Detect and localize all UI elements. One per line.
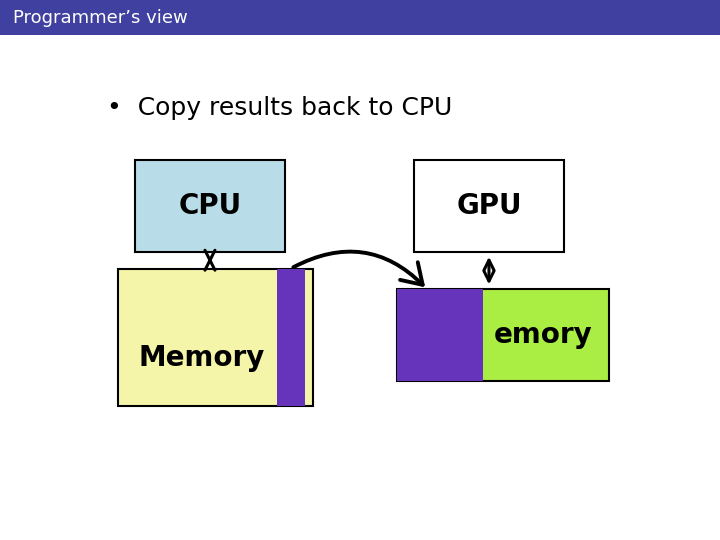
- FancyArrowPatch shape: [293, 252, 423, 285]
- Text: •  Copy results back to CPU: • Copy results back to CPU: [107, 97, 452, 120]
- Bar: [397, 289, 483, 381]
- Bar: [118, 268, 313, 406]
- Text: Programmer’s view: Programmer’s view: [13, 9, 188, 27]
- Text: GPU: GPU: [456, 192, 522, 220]
- Text: emory: emory: [494, 321, 593, 349]
- Text: CPU: CPU: [179, 192, 241, 220]
- Bar: [135, 160, 285, 252]
- Bar: [277, 268, 305, 406]
- Bar: [397, 289, 609, 381]
- Bar: [413, 160, 564, 252]
- Text: Memory: Memory: [139, 344, 265, 372]
